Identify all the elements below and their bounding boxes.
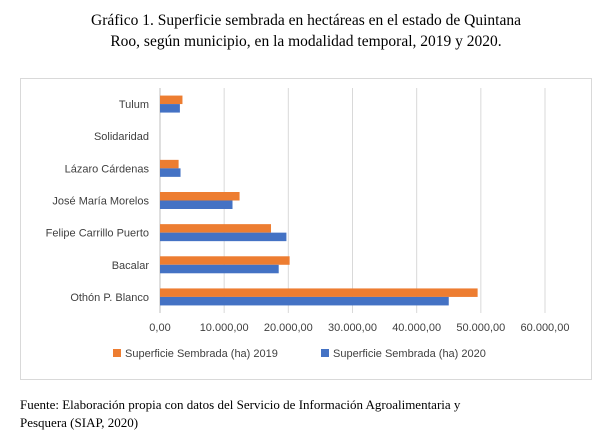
- category-label: Lázaro Cárdenas: [65, 163, 150, 175]
- x-tick-label-3: 30.000,00: [328, 322, 377, 334]
- bar-2020: [160, 200, 233, 209]
- category-label: Felipe Carrillo Puerto: [46, 228, 149, 240]
- category-label: Tulum: [119, 99, 149, 111]
- x-tick-label-4: 40.000,00: [392, 322, 441, 334]
- chart-title-line-1: Gráfico 1. Superficie sembrada en hectár…: [91, 12, 521, 29]
- legend-label-2019: Superficie Sembrada (ha) 2019: [125, 348, 278, 360]
- source-note: Fuente: Elaboración propia con datos del…: [20, 396, 592, 432]
- bar-2019: [160, 256, 290, 265]
- bar-2020: [160, 104, 180, 113]
- bar-2019: [160, 95, 183, 105]
- source-line-2: Pesquera (SIAP, 2020): [20, 415, 139, 430]
- x-tick-label-6: 60.000,00: [521, 322, 570, 334]
- chart-title: Gráfico 1. Superficie sembrada en hectár…: [20, 10, 592, 52]
- chart-title-line-2: Roo, según municipio, en la modalidad te…: [110, 33, 502, 50]
- x-tick-label-0: 0,00: [149, 322, 170, 334]
- x-tick-label-1: 10.000,00: [200, 322, 249, 334]
- chart-frame: [20, 78, 592, 380]
- bar-2020: [160, 168, 181, 177]
- bar-2020: [160, 296, 449, 306]
- bar-2019: [160, 192, 240, 201]
- bar-2019: [160, 159, 179, 169]
- legend-swatch-2020: [321, 349, 329, 357]
- category-label: Solidaridad: [94, 131, 149, 143]
- legend-swatch-2019: [113, 349, 121, 357]
- x-tick-label-2: 20.000,00: [264, 322, 313, 334]
- category-label: Bacalar: [112, 260, 150, 272]
- bar-2020: [160, 264, 279, 274]
- bar-2020: [160, 232, 287, 242]
- x-tick-label-5: 50.000,00: [456, 322, 505, 334]
- category-label: Othón P. Blanco: [70, 292, 149, 304]
- category-label: José María Morelos: [52, 196, 149, 208]
- source-line-1: Fuente: Elaboración propia con datos del…: [20, 397, 461, 412]
- legend-label-2020: Superficie Sembrada (ha) 2020: [333, 348, 486, 360]
- bar-2019: [160, 224, 272, 233]
- bar-2019: [160, 288, 478, 297]
